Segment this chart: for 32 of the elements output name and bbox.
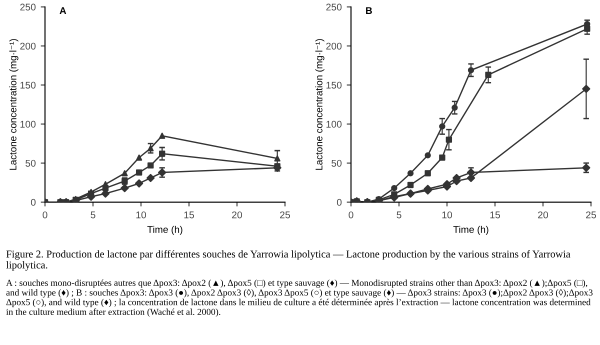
chart-title: A [60, 7, 66, 14]
y-tick-label: 50 [332, 160, 342, 167]
y-tick-label: 200 [20, 42, 36, 50]
x-tick-label: 0 [348, 211, 354, 218]
y-tick-label: 100 [326, 120, 342, 128]
x-tick-label: 5 [90, 212, 96, 218]
x-axis-title: Time (h) [147, 226, 182, 235]
x-tick-label: 10 [136, 211, 146, 218]
x-tick-label: 10 [442, 211, 452, 218]
x-axis-title: Time (h) [453, 226, 488, 235]
x-tick-label: 25 [586, 211, 596, 218]
x-tick-label: 15 [490, 212, 500, 218]
y-tick-label: 0 [30, 198, 36, 206]
x-tick-label: 15 [184, 212, 194, 218]
y-tick-label: 250 [326, 4, 342, 11]
y-tick-label: 0 [336, 198, 342, 206]
text: A : souches mono-disruptées autres que Δpox3: Δpox2 (▲), Δpox5 (□) et type sauvage (♦) — Monodisrupted strains other than Δpox3: Δpox2 (▲);Δpox5 (□), and wild type (♦) ; B : souches Δpox3: Δpox3 (●), Δpox2 Δpox3 (◊), Δpox3 Δpox5 (○) et type sauvage (♦) — Δpox3 strains: Δpox3 (●);Δpox2 Δpox3 (◊);Δpox3 Δpox5 (○), and wild type (♦) ; la concentration de lactone dans le milieu de culture a été déterminée après l’extraction — lactone concentration was determined in the culture medium after extraction (Waché et al. 2000). [6, 279, 593, 317]
chart-title: B [366, 7, 372, 14]
x-tick-label: 20 [538, 211, 548, 218]
y-tick-label: 150 [20, 82, 36, 89]
y-tick-label: 150 [326, 82, 342, 89]
y-tick-label: 100 [20, 120, 36, 128]
y-tick-label: 200 [326, 42, 342, 50]
x-tick-label: 5 [396, 212, 402, 218]
x-tick-label: 20 [232, 211, 242, 218]
y-axis-title: Lactone concentration (mg·l⁻¹) [9, 39, 18, 170]
y-tick-label: 50 [26, 160, 36, 167]
caption: Figure 2. Production de lactone par différentes souches de Yarrowia lipolytica — Lactone production by the various strains of Yarrowia lipolytica. [6, 250, 570, 271]
y-axis-title: Lactone concentration (mg·l⁻¹) [315, 39, 324, 170]
x-tick-label: 0 [42, 211, 48, 218]
x-tick-label: 25 [280, 211, 290, 218]
y-tick-label: 250 [20, 4, 36, 11]
